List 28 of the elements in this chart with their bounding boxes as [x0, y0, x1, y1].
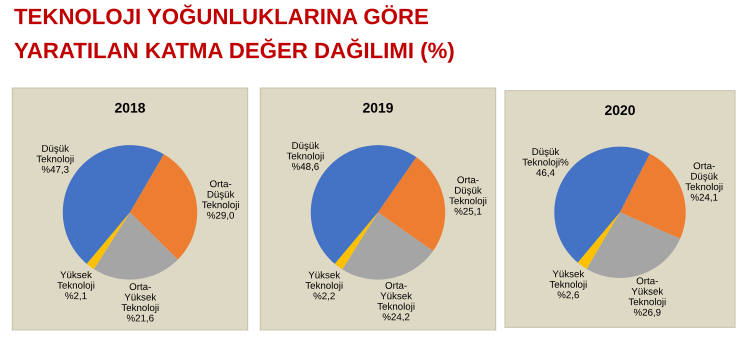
slice-label: Orta- Düşük Teknoloji: [686, 162, 722, 192]
data-label: %24,1: [690, 194, 718, 202]
slice-label: Yüksek Teknoloji: [306, 271, 342, 291]
data-label: %47,3: [42, 166, 69, 174]
data-label: %2,2: [313, 292, 335, 301]
slice-label: Düşük Teknoloji%: [522, 148, 568, 168]
data-label: %25,1: [454, 208, 482, 216]
slice-label: Orta- Düşük Teknoloji: [449, 176, 486, 206]
chart-title: 2020: [605, 105, 635, 116]
text: TEKNOLOJI YOĞUNLUKLARINA GÖRE YARATILAN KATMA DEĞER DAĞILIMI (%): [14, 4, 454, 63]
slice-label: Düşük Teknoloji: [286, 142, 324, 162]
chart-title: 2018: [115, 102, 146, 113]
slice-label: Düşük Teknoloji: [36, 144, 74, 164]
slice-label: Orta- Düşük Teknoloji: [202, 180, 239, 210]
data-label: %29,0: [207, 212, 234, 220]
data-label: %48,6: [292, 163, 319, 172]
data-label: %24,2: [382, 313, 410, 322]
slice-label: Orta- Yüksek Teknoloji: [122, 283, 159, 313]
slice-label: Orta- Yüksek Teknoloji: [377, 282, 414, 312]
slice-label: Yüksek Teknoloji: [57, 271, 94, 291]
data-label: %2,6: [558, 291, 579, 300]
data-label: %21,6: [126, 314, 154, 323]
data-label: 46,4: [536, 169, 555, 178]
slice-label: Orta- Yüksek Teknoloji: [628, 277, 666, 308]
slice-label: Yüksek Teknoloji: [550, 270, 587, 290]
chart-title: 2019: [363, 102, 393, 113]
data-label: %2,1: [65, 292, 87, 300]
data-label: %26,9: [634, 308, 661, 317]
